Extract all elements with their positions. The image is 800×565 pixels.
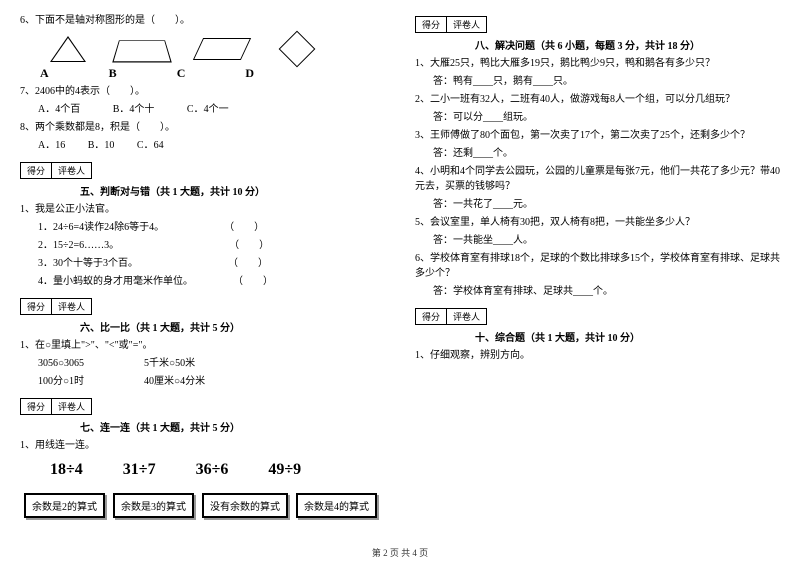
answer-5: 答：一共能坐____人。 [415, 233, 780, 248]
q8-options: A．16 B．10 C．64 [20, 138, 385, 153]
div-4: 49÷9 [268, 461, 301, 479]
right-column: 得分 评卷人 八、解决问题（共 6 小题，每题 3 分，共计 18 分） 1、大… [415, 10, 780, 518]
answer-1: 答：鸭有____只，鹅有____只。 [415, 74, 780, 89]
section-7-title: 七、连一连（共 1 大题，共计 5 分） [80, 419, 385, 434]
score-label: 得分 [21, 163, 52, 178]
q8-b: B．10 [88, 140, 115, 151]
answer-2: 答：可以分____组玩。 [415, 110, 780, 125]
comp-1b: 5千米○50米 [144, 356, 195, 371]
q7-c: C．4个一 [187, 104, 229, 115]
label-a: A [40, 66, 49, 81]
answer-6: 答：学校体育室有排球、足球共____个。 [415, 284, 780, 299]
comp-2b: 40厘米○4分米 [144, 374, 205, 389]
problem-3: 3、王师傅做了80个面包，第一次卖了17个，第二次卖了25个，还剩多少个？ [415, 128, 780, 143]
q7-options: A．4个百 B．4个十 C．4个一 [20, 102, 385, 117]
comp-2a: 100分○1时 [38, 374, 84, 389]
shape-row [50, 36, 385, 62]
score-box-5: 得分 评卷人 [20, 162, 92, 179]
grader-label: 评卷人 [52, 299, 91, 314]
score-label: 得分 [21, 399, 52, 414]
question-8: 8、两个乘数都是8，积是（ ）。 [20, 120, 385, 135]
score-label: 得分 [21, 299, 52, 314]
comprehensive-1: 1、仔细观察，辨别方向。 [415, 348, 780, 363]
section-10-title: 十、综合题（共 1 大题，共计 10 分） [475, 329, 780, 344]
score-box-6: 得分 评卷人 [20, 298, 92, 315]
shape-labels: A B C D [20, 66, 385, 81]
judge-1: 1．24÷6=4读作24除6等于4。 （ ） [20, 220, 385, 235]
problem-1: 1、大雁25只，鸭比大雁多19只，鹅比鸭少9只，鸭和鹅各有多少只？ [415, 56, 780, 71]
box-4: 余数是4的算式 [296, 493, 377, 518]
div-1: 18÷4 [50, 461, 83, 479]
compare-row-2: 100分○1时 40厘米○4分米 [20, 374, 385, 389]
problem-5: 5、会议室里，单人椅有30把，双人椅有8把，一共能坐多少人？ [415, 215, 780, 230]
answer-3: 答：还剩____个。 [415, 146, 780, 161]
grader-label: 评卷人 [447, 309, 486, 324]
problem-6: 6、学校体育室有排球18个，足球的个数比排球多15个，学校体育室有排球、足球共多… [415, 251, 780, 281]
score-box-10: 得分 评卷人 [415, 308, 487, 325]
q7-b: B．4个十 [113, 104, 155, 115]
grader-label: 评卷人 [52, 163, 91, 178]
label-d: D [245, 66, 254, 81]
division-row: 18÷4 31÷7 36÷6 49÷9 [20, 461, 385, 479]
question-6: 6、下面不是轴对称图形的是（ ）。 [20, 13, 385, 28]
grader-label: 评卷人 [52, 399, 91, 414]
compare-row-1: 3056○3065 5千米○50米 [20, 356, 385, 371]
left-column: 6、下面不是轴对称图形的是（ ）。 A B C D 7、2406中的4表示（ ）… [20, 10, 385, 518]
q8-c: C．64 [137, 140, 164, 151]
page-footer: 第 2 页 共 4 页 [0, 546, 800, 559]
label-b: B [109, 66, 117, 81]
div-2: 31÷7 [123, 461, 156, 479]
score-box-8: 得分 评卷人 [415, 16, 487, 33]
box-2: 余数是3的算式 [113, 493, 194, 518]
answer-boxes: 余数是2的算式 余数是3的算式 没有余数的算式 余数是4的算式 [24, 493, 385, 518]
compare-intro: 1、在○里填上">"、"<"或"="。 [20, 338, 385, 353]
score-label: 得分 [416, 17, 447, 32]
box-1: 余数是2的算式 [24, 493, 105, 518]
score-box-7: 得分 评卷人 [20, 398, 92, 415]
diamond-shape [279, 31, 316, 68]
grader-label: 评卷人 [447, 17, 486, 32]
question-7: 7、2406中的4表示（ ）。 [20, 84, 385, 99]
q7-a: A．4个百 [38, 104, 80, 115]
trapezoid-shape [112, 40, 172, 62]
answer-4: 答：一共花了____元。 [415, 197, 780, 212]
judge-2: 2．15÷2=6……3。 （ ） [20, 238, 385, 253]
parallelogram-shape [193, 38, 251, 60]
page: 6、下面不是轴对称图形的是（ ）。 A B C D 7、2406中的4表示（ ）… [0, 0, 800, 528]
judge-3: 3．30个十等于3个百。 （ ） [20, 256, 385, 271]
problem-2: 2、二小一班有32人，二班有40人，做游戏每8人一个组，可以分几组玩？ [415, 92, 780, 107]
label-c: C [177, 66, 186, 81]
link-intro: 1、用线连一连。 [20, 438, 385, 453]
q8-a: A．16 [38, 140, 65, 151]
judge-4: 4．量小蚂蚁的身才用毫米作单位。 （ ） [20, 274, 385, 289]
problem-4: 4、小明和4个同学去公园玩，公园的儿童票是每张7元，他们一共花了多少元？带40元… [415, 164, 780, 194]
comp-1a: 3056○3065 [38, 356, 84, 371]
section-5-title: 五、判断对与错（共 1 大题，共计 10 分） [80, 183, 385, 198]
section-6-title: 六、比一比（共 1 大题，共计 5 分） [80, 319, 385, 334]
judge-intro: 1、我是公正小法官。 [20, 202, 385, 217]
triangle-shape [50, 36, 86, 62]
score-label: 得分 [416, 309, 447, 324]
div-3: 36÷6 [196, 461, 229, 479]
section-8-title: 八、解决问题（共 6 小题，每题 3 分，共计 18 分） [475, 37, 780, 52]
box-3: 没有余数的算式 [202, 493, 288, 518]
